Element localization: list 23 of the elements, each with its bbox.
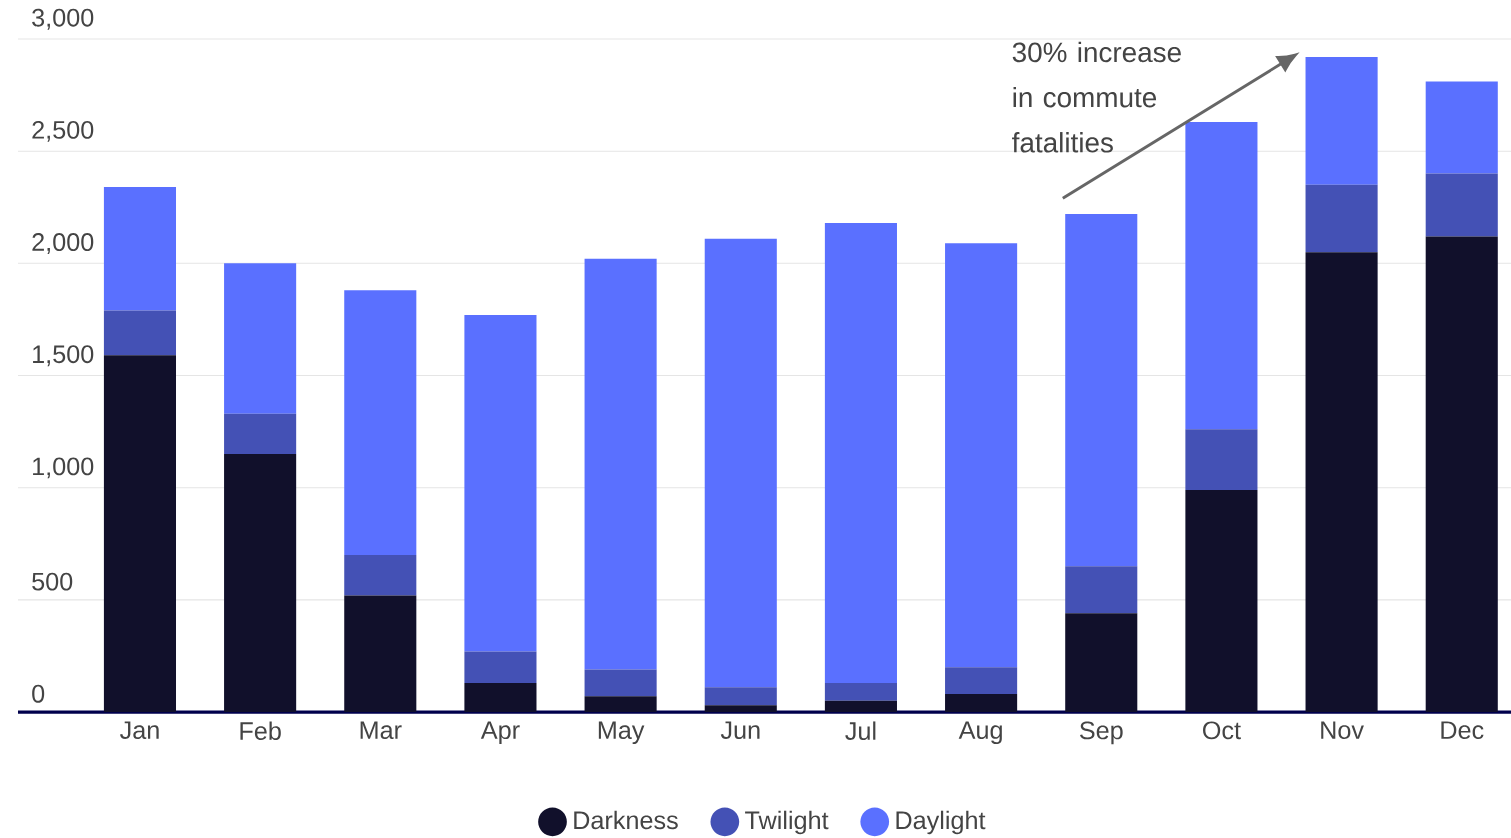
legend-label: Daylight bbox=[896, 810, 986, 835]
y-tick-label: 2,000 bbox=[32, 233, 94, 254]
y-tick-label: 3,000 bbox=[32, 8, 94, 30]
legend-label: Twilight bbox=[745, 810, 829, 835]
x-tick-label: Jun bbox=[720, 721, 760, 740]
x-tick-label: Feb bbox=[240, 721, 281, 740]
legend-label: Darkness bbox=[574, 810, 678, 830]
y-tick-label: 2,500 bbox=[32, 120, 94, 142]
x-tick-label: Apr bbox=[480, 721, 520, 745]
annotation: 30% increase in commute fatalities bbox=[1012, 41, 1181, 153]
x-tick-label: Jul bbox=[845, 721, 876, 740]
y-tick-label: 1,000 bbox=[33, 457, 94, 479]
x-tick-label: Sep bbox=[1079, 721, 1123, 745]
x-tick-label: Dec bbox=[1441, 721, 1484, 740]
x-tick-label: Nov bbox=[1321, 721, 1364, 740]
x-tick-label: May bbox=[598, 721, 645, 745]
x-tick-label: Jan bbox=[119, 721, 159, 740]
x-tick-label: Aug bbox=[958, 721, 1002, 745]
y-tick-label: 1,500 bbox=[33, 345, 94, 367]
x-tick-label: Mar bbox=[360, 721, 402, 740]
y-tick-label: 0 bbox=[32, 684, 45, 703]
x-tick-label: Oct bbox=[1203, 721, 1241, 740]
y-tick-label: 500 bbox=[32, 572, 73, 591]
